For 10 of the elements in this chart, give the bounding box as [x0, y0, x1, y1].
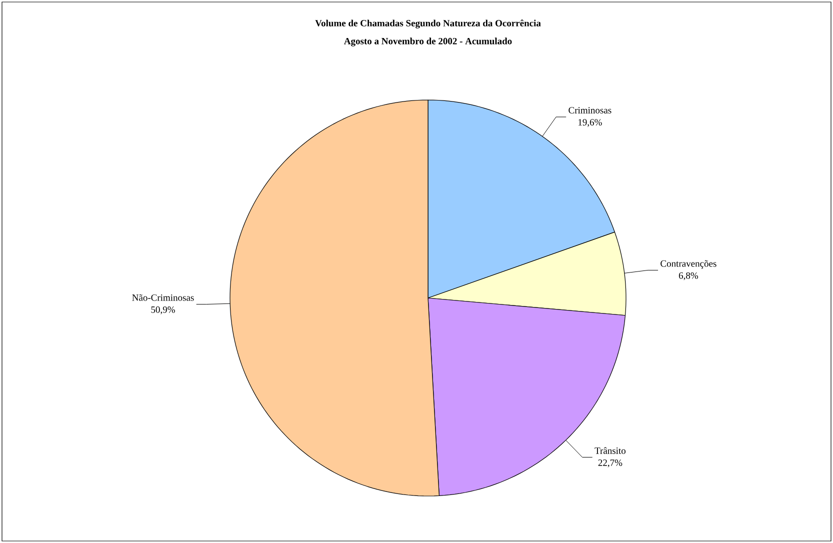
data-label: 50,9%: [151, 306, 175, 314]
data-label: 6,8%: [678, 272, 698, 280]
chart-subtitle: Agosto a Novembro de 2002 - Acumulado: [344, 38, 512, 46]
data-label: 19,6%: [578, 119, 602, 127]
data-label: 22,7%: [598, 460, 622, 468]
slice-label: Não-Criminosas: [132, 294, 194, 301]
slice-label: Criminosas: [568, 107, 612, 114]
chart-title: Volume de Chamadas Segundo Natureza da Ocorrência: [315, 20, 541, 28]
slice-label: Contravenções: [660, 260, 716, 269]
slice-label: Trânsito: [594, 447, 626, 454]
